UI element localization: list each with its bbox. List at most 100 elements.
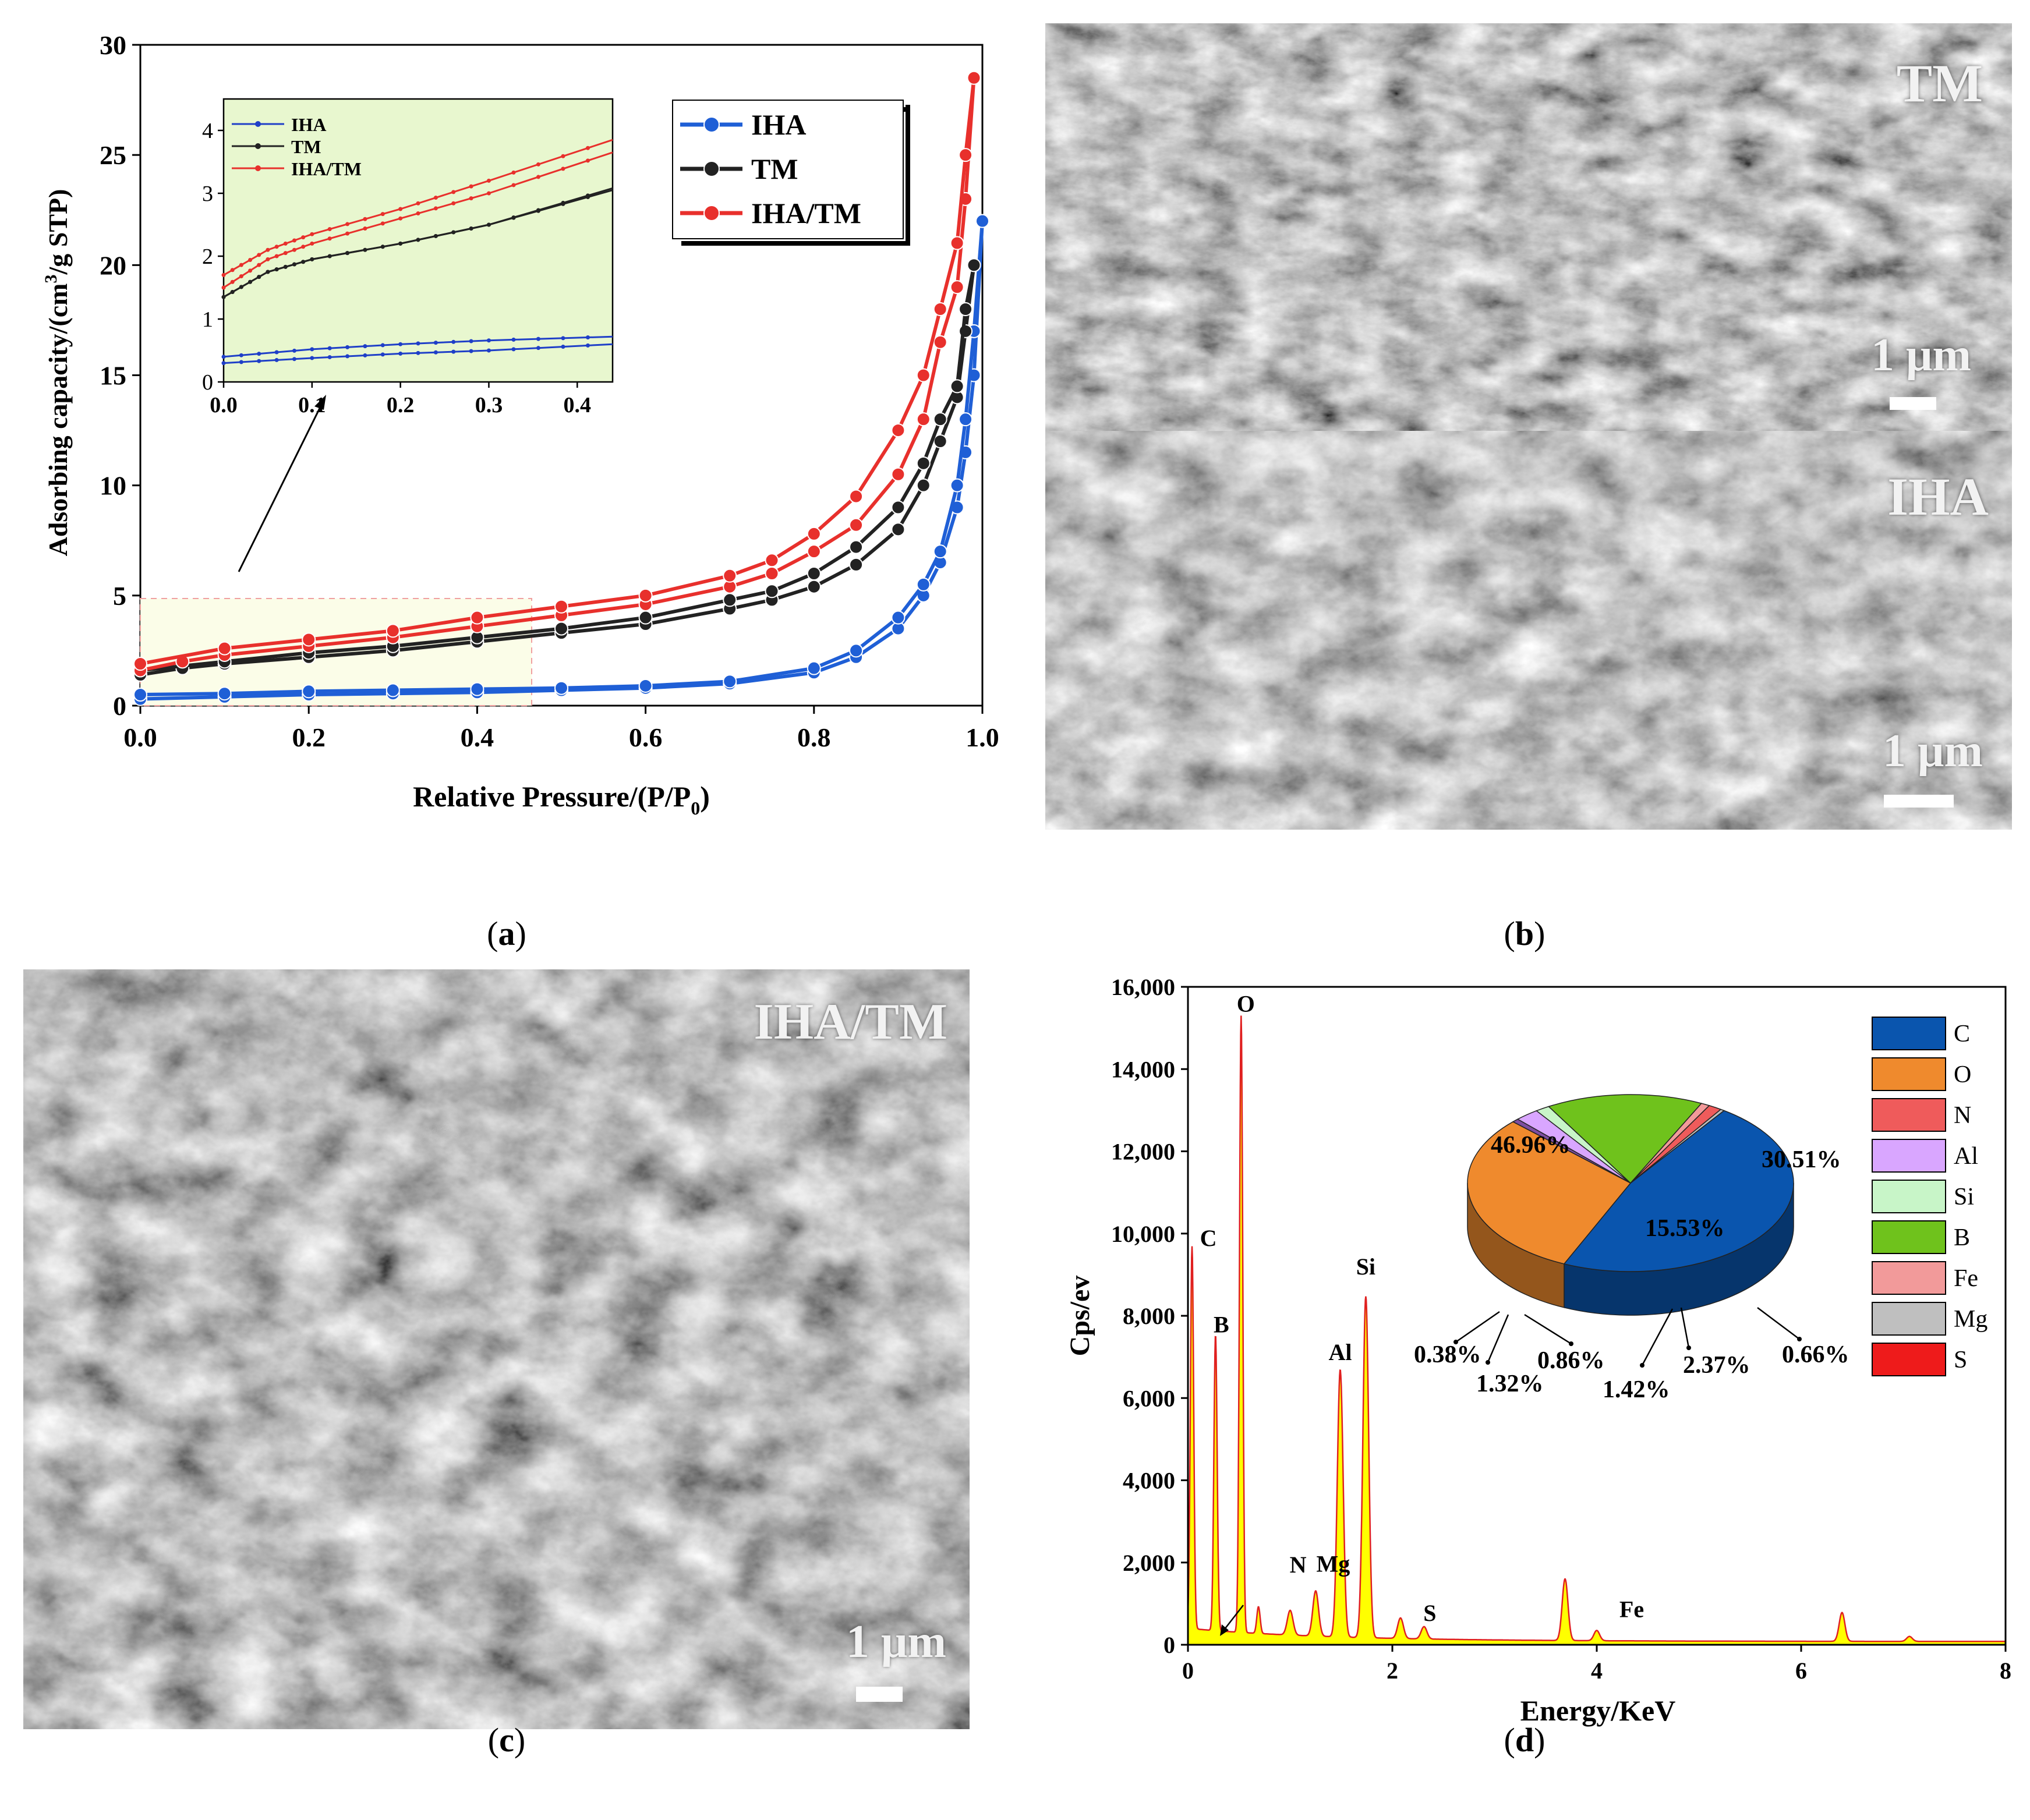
x-tick-label: 4	[1591, 1658, 1603, 1684]
zoom-arrow	[238, 404, 323, 572]
data-point	[765, 584, 779, 599]
inset-data-point	[239, 360, 243, 364]
data-point	[933, 544, 947, 559]
pie-labels: 46.96% 30.51% 0.66% 2.37% 1.42% 15.53% 0.86%1.…	[1414, 1132, 1849, 1403]
pie-leader-al	[1680, 1307, 1690, 1348]
inset-data-point	[486, 191, 491, 196]
inset-data-point	[301, 260, 306, 264]
data-point	[933, 302, 947, 316]
inset-data-point	[274, 350, 279, 355]
inset-data-point	[398, 342, 403, 346]
y-tick-label: 30	[100, 30, 126, 60]
peak-label-mg: Mg	[1316, 1550, 1350, 1577]
x-axis-ticks: 0.0 0.2 0.4 0.6 0.8 1.0	[123, 706, 999, 752]
data-point	[807, 544, 821, 559]
legend-marker	[703, 116, 720, 133]
data-point	[849, 518, 864, 532]
zoom-arrow-head	[314, 395, 326, 410]
inset-data-point	[221, 355, 226, 359]
data-point	[302, 684, 316, 699]
inset-x-tick-label: 0.1	[298, 393, 326, 417]
inset-data-point	[380, 343, 385, 348]
inset-data-point	[536, 337, 540, 341]
data-point	[933, 335, 947, 349]
inset-x-tick-label: 0.4	[564, 393, 592, 417]
inset-data-point	[257, 275, 261, 279]
inset-data-point	[363, 226, 367, 231]
scale-text-tm: 1 μm	[1871, 330, 1971, 381]
pie-leader-s	[1455, 1311, 1500, 1343]
legend-swatch-c	[1872, 1017, 1946, 1050]
inset-legend-label: IHA	[291, 114, 326, 135]
y-tick-label: 25	[100, 140, 126, 170]
legend-swatch-fe	[1872, 1261, 1946, 1295]
pie-leader-mg	[1757, 1307, 1800, 1340]
inset-data-point	[310, 241, 314, 246]
pie-label-mg: 0.66%	[1782, 1341, 1849, 1368]
inset-data-point	[486, 178, 491, 183]
data-point	[891, 467, 906, 481]
x-tick-label: 1.0	[966, 723, 999, 752]
legend-label-si: Si	[1954, 1184, 1974, 1210]
legend-label-b: B	[1954, 1224, 1970, 1251]
legend-swatch-mg	[1872, 1302, 1946, 1336]
inset-data-point	[561, 200, 565, 205]
y-tick-label: 2,000	[1123, 1550, 1175, 1576]
data-point	[386, 624, 400, 638]
legend-swatch-si	[1872, 1180, 1946, 1213]
y-tick-label: 8,000	[1123, 1303, 1175, 1329]
inset-data-point	[451, 339, 456, 344]
data-point	[916, 478, 931, 493]
inset-data-point	[239, 274, 243, 279]
inset-data-point	[561, 167, 565, 171]
inset-data-point	[239, 353, 243, 357]
data-point	[916, 368, 931, 383]
inset-y-tick-label: 2	[202, 245, 213, 269]
pie-leader-tip-s	[1453, 1340, 1458, 1344]
data-point	[554, 621, 568, 636]
inset-data-point	[433, 341, 438, 345]
data-point	[554, 599, 568, 614]
inset-data-point	[451, 349, 456, 354]
peak-labels: C B O N Mg Al Si S Fe	[1200, 991, 1644, 1626]
legend-label-s: S	[1954, 1347, 1967, 1373]
series-tm	[133, 258, 981, 682]
sem-label-iha: IHA	[1887, 467, 1989, 526]
element-pie	[1467, 1094, 1794, 1316]
legend-label: TM	[751, 153, 798, 185]
inset-legend-marker	[255, 143, 261, 149]
data-point	[916, 412, 931, 427]
inset-data-point	[433, 196, 438, 200]
data-point	[723, 593, 737, 607]
inset-data-point	[433, 233, 438, 238]
inset-data-point	[239, 285, 243, 289]
inset-data-point	[248, 257, 253, 262]
inset-data-point	[416, 341, 420, 346]
inset-data-point	[327, 346, 332, 350]
inset-data-point	[433, 206, 438, 211]
peak-label-o: O	[1237, 991, 1255, 1017]
pie-slice-b	[1548, 1094, 1703, 1184]
pie-slice-o	[1467, 1121, 1632, 1265]
legend-label-c: C	[1954, 1021, 1970, 1047]
pie-leader-tip-n	[1486, 1360, 1490, 1365]
inset-data-point	[536, 208, 540, 213]
adsorption-line	[140, 264, 976, 677]
data-point	[807, 526, 821, 541]
x-tick-label: 0.2	[292, 723, 326, 752]
x-tick-label: 0.4	[461, 723, 494, 752]
y-tick-label: 0	[1163, 1632, 1175, 1658]
sem-label-iha-tm: IHA/TM	[754, 994, 947, 1050]
inset-data-point	[585, 146, 590, 150]
peak-label-al: Al	[1328, 1339, 1352, 1365]
inset-data-point	[363, 353, 367, 357]
inset-legend-marker	[255, 121, 261, 127]
caption-a: (a)	[487, 915, 526, 953]
inset-data-point	[469, 339, 473, 344]
data-point	[950, 236, 964, 250]
inset-data-point	[380, 212, 385, 217]
data-point	[807, 661, 821, 675]
inset-data-point	[248, 268, 253, 273]
data-point	[975, 214, 989, 228]
